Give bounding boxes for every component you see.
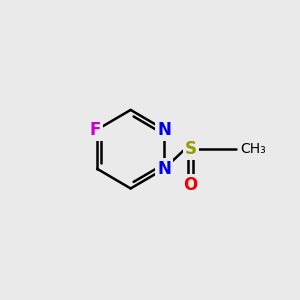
- Text: CH₃: CH₃: [240, 142, 266, 156]
- Text: N: N: [157, 160, 171, 178]
- Text: O: O: [184, 176, 198, 194]
- Text: S: S: [185, 140, 197, 158]
- Text: N: N: [157, 121, 171, 139]
- Text: F: F: [89, 121, 100, 139]
